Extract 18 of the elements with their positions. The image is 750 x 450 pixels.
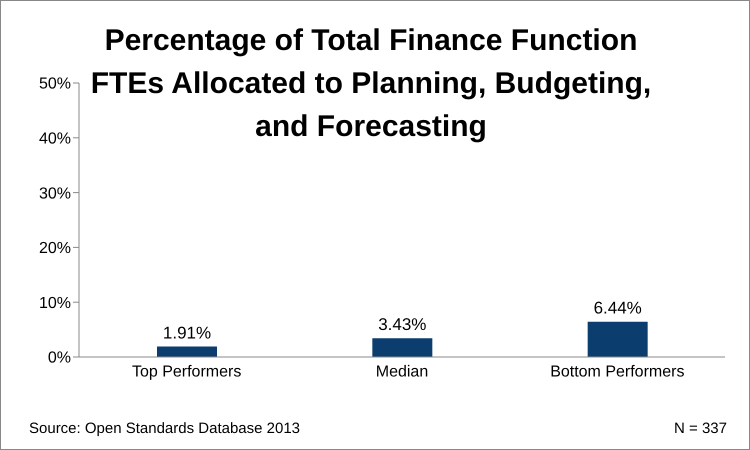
x-tick-label: Median (376, 363, 428, 380)
y-tick-label: 50% (38, 76, 71, 93)
data-label: 3.43% (378, 315, 426, 334)
y-tick-label: 20% (38, 240, 71, 258)
bar (588, 322, 648, 357)
text: N = 337 (674, 420, 727, 437)
y-tick-label: 40% (38, 130, 71, 148)
bar (157, 346, 217, 357)
x-tick-label: Top Performers (132, 363, 242, 380)
data-label: 6.44% (594, 298, 642, 318)
y-tick-label: 30% (38, 185, 71, 202)
chart-title: Percentage of Total Finance Function FTEs Allocated to Planning, Budgeting, and Forecasting (90, 23, 652, 145)
y-tick-label: 0% (48, 350, 71, 367)
y-tick-label: 10% (38, 294, 71, 312)
bar (372, 338, 432, 357)
data-label: 1.91% (162, 324, 212, 343)
source-note: Source: Open Standards Database 2013 (29, 420, 300, 437)
x-tick-label: Bottom Performers (550, 363, 684, 380)
